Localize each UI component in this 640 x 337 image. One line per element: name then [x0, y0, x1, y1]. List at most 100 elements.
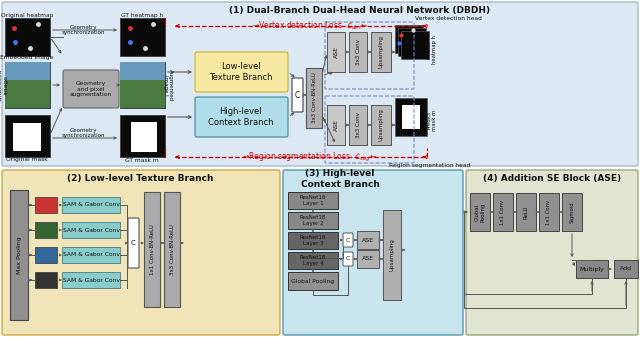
- Text: 1x1 Conv: 1x1 Conv: [500, 200, 506, 224]
- Text: 3x3 Conv-BN-ReLU: 3x3 Conv-BN-ReLU: [170, 224, 175, 275]
- Bar: [62, 197, 120, 213]
- Text: Predict
mask m: Predict mask m: [427, 110, 437, 131]
- Bar: [562, 193, 582, 231]
- Text: ResNet18
Layer 1: ResNet18 Layer 1: [300, 195, 326, 206]
- Text: GT mask m: GT mask m: [125, 157, 159, 162]
- Bar: [120, 18, 165, 56]
- Text: Geometry
synchronization: Geometry synchronization: [61, 128, 105, 139]
- Text: →Vertex detection Loss  $\mathcal{L}_{det}$←: →Vertex detection Loss $\mathcal{L}_{det…: [252, 20, 368, 32]
- Bar: [401, 31, 429, 59]
- Text: Embedded image: Embedded image: [1, 55, 54, 60]
- Bar: [470, 193, 490, 231]
- Text: (3) High-level
Context Branch: (3) High-level Context Branch: [301, 169, 380, 189]
- Bar: [5, 115, 50, 157]
- Text: C: C: [294, 91, 300, 99]
- FancyBboxPatch shape: [343, 252, 353, 266]
- Text: High-level
Context Branch: High-level Context Branch: [208, 107, 274, 127]
- Text: Global Pooling: Global Pooling: [291, 278, 335, 283]
- Bar: [395, 98, 427, 136]
- Text: Multiply: Multiply: [580, 267, 604, 272]
- Bar: [5, 62, 50, 108]
- Bar: [120, 62, 165, 108]
- Text: 3x3 Conv: 3x3 Conv: [355, 112, 360, 138]
- Bar: [62, 222, 120, 238]
- Text: Low-level
Texture Branch: Low-level Texture Branch: [209, 62, 273, 82]
- Text: 3x3 Conv: 3x3 Conv: [355, 39, 360, 65]
- Bar: [349, 105, 367, 145]
- Bar: [288, 212, 338, 229]
- Bar: [288, 272, 338, 290]
- Bar: [120, 62, 165, 80]
- FancyBboxPatch shape: [195, 52, 288, 92]
- FancyBboxPatch shape: [2, 170, 280, 335]
- Text: GT heatmap h: GT heatmap h: [121, 12, 163, 18]
- Text: C: C: [346, 256, 350, 262]
- Bar: [327, 32, 345, 72]
- Bar: [357, 250, 379, 268]
- Bar: [35, 272, 57, 288]
- FancyBboxPatch shape: [343, 233, 353, 247]
- Text: (2) Low-level Texture Branch: (2) Low-level Texture Branch: [67, 175, 213, 184]
- Text: Augmented
image I: Augmented image I: [163, 69, 173, 101]
- FancyBboxPatch shape: [283, 170, 463, 335]
- Bar: [371, 105, 391, 145]
- Bar: [5, 62, 50, 80]
- Text: Upsampling: Upsampling: [390, 239, 394, 271]
- Text: Sigmoid: Sigmoid: [570, 201, 575, 223]
- Bar: [10, 190, 28, 320]
- Text: Upsampling: Upsampling: [378, 109, 383, 142]
- FancyBboxPatch shape: [2, 2, 638, 166]
- Bar: [288, 232, 338, 249]
- Text: (1) Dual-Branch Dual-Head Neural Network (DBDH): (1) Dual-Branch Dual-Head Neural Network…: [229, 6, 491, 16]
- Text: Region segmentation head: Region segmentation head: [389, 162, 470, 167]
- Text: 1x1 Conv: 1x1 Conv: [547, 200, 552, 224]
- Text: C: C: [131, 240, 136, 246]
- Bar: [398, 28, 426, 56]
- Text: (4) Addition SE Block (ASE): (4) Addition SE Block (ASE): [483, 175, 621, 184]
- Bar: [13, 123, 41, 151]
- Text: ASE: ASE: [333, 119, 339, 131]
- Bar: [144, 192, 160, 307]
- Text: ResNet18
Layer 4: ResNet18 Layer 4: [300, 255, 326, 266]
- FancyBboxPatch shape: [292, 78, 303, 112]
- FancyBboxPatch shape: [128, 218, 139, 268]
- Bar: [35, 222, 57, 238]
- Bar: [516, 193, 536, 231]
- Bar: [306, 68, 322, 128]
- FancyBboxPatch shape: [63, 70, 119, 108]
- Bar: [614, 260, 638, 278]
- Text: Max Pooling: Max Pooling: [17, 236, 22, 274]
- FancyBboxPatch shape: [466, 170, 638, 335]
- Bar: [402, 105, 420, 129]
- FancyBboxPatch shape: [195, 97, 288, 137]
- Bar: [62, 272, 120, 288]
- Text: Geometry
and pixel
augmentation: Geometry and pixel augmentation: [70, 81, 112, 97]
- Bar: [5, 18, 50, 56]
- Bar: [288, 192, 338, 209]
- Bar: [576, 260, 608, 278]
- Text: 3x3 Conv-BN-ReLU: 3x3 Conv-BN-ReLU: [312, 72, 317, 123]
- Text: SAM & Gabor Conv: SAM & Gabor Conv: [63, 203, 120, 208]
- Bar: [288, 252, 338, 269]
- Bar: [383, 210, 401, 300]
- Text: Predict
heatmap h: Predict heatmap h: [427, 36, 437, 64]
- Bar: [539, 193, 559, 231]
- Bar: [120, 80, 165, 108]
- Text: SAM & Gabor Conv: SAM & Gabor Conv: [63, 227, 120, 233]
- Text: SAM & Gabor Conv: SAM & Gabor Conv: [63, 277, 120, 282]
- Text: ASE: ASE: [362, 256, 374, 262]
- Text: ASE: ASE: [333, 46, 339, 58]
- Bar: [164, 192, 180, 307]
- Text: Original heatmap: Original heatmap: [1, 12, 53, 18]
- Text: Add: Add: [620, 267, 632, 272]
- Text: SAM & Gabor Conv: SAM & Gabor Conv: [63, 252, 120, 257]
- Text: ASE: ASE: [362, 238, 374, 243]
- Text: ReLU: ReLU: [524, 205, 529, 219]
- Text: ResNet18
Layer 2: ResNet18 Layer 2: [300, 215, 326, 226]
- Bar: [349, 32, 367, 72]
- Text: →Region segmentation Loss  $\mathcal{L}_{seg}$←: →Region segmentation Loss $\mathcal{L}_{…: [243, 150, 378, 163]
- Text: Upsampling: Upsampling: [378, 36, 383, 68]
- Text: Global
Pooling: Global Pooling: [475, 202, 485, 222]
- Text: Embedded
image: Embedded image: [0, 69, 8, 101]
- Bar: [35, 197, 57, 213]
